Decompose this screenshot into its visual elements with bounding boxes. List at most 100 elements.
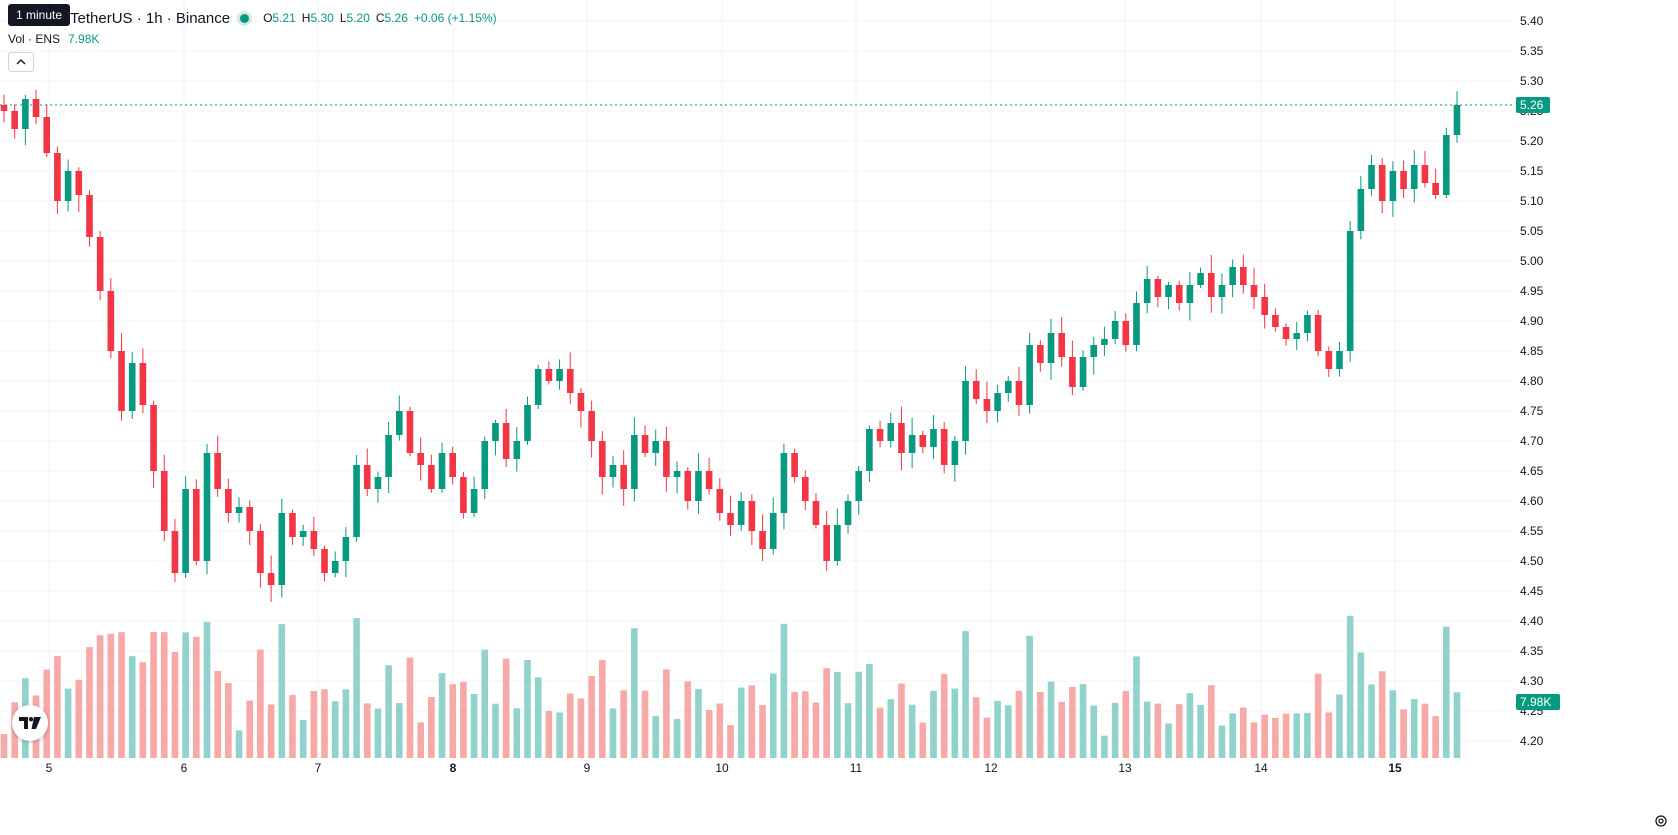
- current-volume-tag-bg: [1516, 694, 1560, 710]
- volume-bar: [1058, 701, 1066, 758]
- interval-tooltip: 1 minute: [8, 4, 71, 26]
- ohlc-open-value: 5.21: [272, 11, 296, 25]
- candle-body: [1272, 315, 1279, 327]
- candle-body: [470, 489, 478, 513]
- candle-body: [1336, 351, 1343, 369]
- volume-bar: [1197, 704, 1204, 758]
- volume-bar: [855, 671, 863, 758]
- volume-bar: [705, 709, 713, 758]
- price-tick-label: 4.35: [1520, 644, 1544, 658]
- volume-bar: [1400, 709, 1407, 758]
- candle-body: [406, 411, 414, 453]
- candle-body: [428, 465, 435, 489]
- candle-body: [631, 435, 638, 489]
- volume-bar: [598, 659, 606, 758]
- candle-body: [331, 561, 339, 573]
- ohlc-close-key: C: [375, 11, 385, 25]
- volume-bar: [363, 703, 371, 758]
- volume-bar: [972, 697, 980, 758]
- volume-bar: [1453, 692, 1461, 758]
- candle-body: [716, 489, 724, 513]
- candle-body: [1218, 285, 1226, 297]
- volume-bar: [556, 712, 563, 758]
- time-axis[interactable]: 5 6 7 8 9 10 11 12 13 14 15: [46, 761, 1402, 775]
- price-axis[interactable]: 5.405.355.305.255.205.155.105.055.004.95…: [1520, 14, 1544, 748]
- volume-bar: [1378, 671, 1386, 758]
- tradingview-logo-icon[interactable]: [12, 705, 48, 741]
- candle-body: [1207, 273, 1215, 297]
- price-change: +0.06 (+1.15%): [413, 11, 497, 25]
- volume-bar: [214, 671, 221, 758]
- price-tick-label: 5.10: [1520, 194, 1544, 208]
- candle-body: [1015, 381, 1023, 405]
- candle-body: [353, 465, 360, 537]
- candle-body: [812, 501, 820, 525]
- volume-bar: [716, 703, 724, 758]
- volume-bar: [791, 691, 798, 758]
- candle-body: [1026, 345, 1033, 405]
- volume-label[interactable]: Vol · ENS: [8, 32, 61, 46]
- grid-lines: [0, 0, 1512, 758]
- price-tick-label: 4.95: [1520, 284, 1544, 298]
- candle-body: [150, 405, 157, 471]
- time-tick-label: 13: [1118, 761, 1132, 775]
- time-tick-label: 9: [584, 761, 591, 775]
- candle-body: [0, 105, 8, 111]
- candle-body: [449, 453, 457, 477]
- symbol-title[interactable]: TetherUS · 1h · Binance: [70, 9, 231, 27]
- candle-body: [951, 441, 959, 465]
- volume-bar: [406, 657, 414, 758]
- volume-bar: [1250, 722, 1258, 758]
- ohlc-high-value: 5.30: [310, 11, 334, 25]
- volume-bar: [652, 716, 660, 758]
- candle-body: [887, 423, 895, 441]
- ohlc-close-value: 5.26: [384, 11, 408, 25]
- gear-icon[interactable]: [1652, 812, 1670, 830]
- candles: [0, 89, 1461, 602]
- candle-body: [182, 489, 189, 573]
- candle-body: [876, 429, 884, 441]
- price-tick-label: 5.05: [1520, 224, 1544, 238]
- candle-body: [118, 351, 125, 411]
- volume-bar: [128, 656, 136, 758]
- time-tick-label: 7: [315, 761, 322, 775]
- candle-body: [972, 381, 980, 399]
- volume-bar: [513, 708, 521, 758]
- market-status-dot[interactable]: [240, 13, 250, 23]
- volume-bar: [225, 683, 232, 758]
- volume-bar: [1443, 626, 1450, 758]
- price-tick-label: 4.45: [1520, 584, 1544, 598]
- time-tick-label: 5: [46, 761, 53, 775]
- volume-bar: [299, 719, 307, 758]
- price-tick-label: 4.80: [1520, 374, 1544, 388]
- candle-body: [1421, 165, 1429, 183]
- volume-bar: [75, 679, 83, 758]
- volume-bar: [1325, 712, 1333, 758]
- volume-bar: [769, 673, 777, 758]
- ohlc-low-key: L: [339, 11, 347, 25]
- current-price-tag-bg: [1516, 97, 1550, 113]
- volume-bar: [631, 628, 638, 758]
- candle-body: [1175, 285, 1183, 303]
- candle-body: [1004, 381, 1012, 393]
- price-tick-label: 4.70: [1520, 434, 1544, 448]
- time-tick-label: 11: [850, 761, 863, 775]
- volume-bar: [54, 656, 61, 758]
- candle-body: [577, 393, 585, 411]
- volume-bar: [801, 691, 809, 758]
- volume-bars: [0, 615, 1461, 758]
- collapse-legend-button[interactable]: [8, 52, 34, 72]
- candle-body: [1432, 183, 1439, 195]
- volume-bar: [417, 722, 424, 758]
- candle-body: [695, 471, 702, 501]
- volume-bar: [385, 665, 392, 758]
- volume-bar: [150, 632, 157, 758]
- price-tick-label: 4.50: [1520, 554, 1544, 568]
- candle-body: [374, 477, 382, 489]
- volume-bar: [1432, 716, 1439, 758]
- volume-bar: [588, 676, 595, 758]
- volume-value: 7.98K: [68, 32, 100, 46]
- candle-body: [438, 453, 446, 489]
- volume-bar: [118, 632, 125, 758]
